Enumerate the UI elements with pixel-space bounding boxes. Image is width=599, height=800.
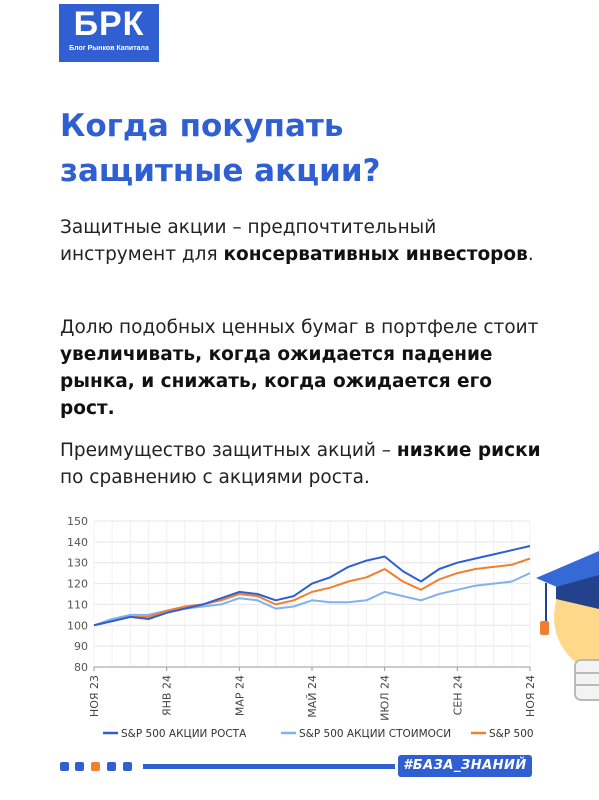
p3-text: Преимущество защитных акций – (60, 440, 397, 461)
title-line-1: Когда покупать (60, 108, 344, 144)
x-tick-label: ИЮЛ 24 (379, 675, 392, 721)
x-tick-label: МАР 24 (233, 675, 246, 716)
p3-tail: по сравнению с акциями роста. (60, 467, 370, 488)
series-line (93, 557, 531, 627)
paragraph-2: Долю подобных ценных бумаг в портфеле ст… (60, 314, 550, 422)
footer-dot-active (91, 762, 100, 771)
title-line-2: защитные акции? (60, 153, 381, 189)
legend-label: S&P 500 АКЦИИ РОСТА (121, 728, 247, 740)
footer-dot (75, 762, 84, 771)
y-tick-label: 100 (67, 619, 88, 632)
y-tick-label: 90 (74, 640, 88, 653)
paragraph-3: Преимущество защитных акций – низкие рис… (60, 437, 550, 491)
y-tick-label: 80 (74, 661, 88, 674)
page-title: Когда покупать защитные акции? (60, 104, 540, 194)
footer-bar (143, 764, 395, 769)
p2-text: Долю подобных ценных бумаг в портфеле ст… (60, 317, 539, 338)
y-tick-label: 140 (67, 536, 88, 549)
logo: БРК Блог Рынков Капитала (59, 4, 159, 62)
footer: #БАЗА_ЗНАНИЙ (0, 752, 599, 782)
y-tick-label: 110 (67, 598, 88, 611)
p1-tail: . (527, 244, 534, 265)
footer-dot (123, 762, 132, 771)
y-tick-label: 150 (67, 515, 88, 528)
legend-label: S&P 500 АКЦИИ СТОИМОСИ (299, 728, 451, 740)
p1-bold: консервативных инвесторов (223, 244, 528, 265)
x-tick-label: ЯНВ 24 (161, 675, 174, 716)
p3-bold: низкие риски (396, 440, 541, 461)
p2-bold: увеличивать, когда ожидается падение рын… (60, 344, 493, 419)
footer-dot (60, 762, 69, 771)
logo-title: БРК (73, 5, 145, 43)
line-chart: 80 90 100 110 120 130 140 150 НОЯ 23 ЯНВ 24 МАР 2… (67, 515, 599, 740)
legend-label: S&P 500 (489, 728, 534, 740)
x-tick-label: СЕН 24 (451, 675, 464, 715)
x-tick-label: НОЯ 23 (88, 675, 101, 717)
x-tick-label: МАЙ 24 (306, 675, 319, 718)
y-tick-label: 120 (67, 578, 88, 591)
x-tick-label: НОЯ 24 (524, 675, 537, 717)
logo-subtitle: Блог Рынков Капитала (69, 45, 149, 52)
hashtag-badge: #БАЗА_ЗНАНИЙ (398, 755, 532, 777)
series-line (93, 545, 531, 627)
paragraph-1: Защитные акции – предпочтительный инстру… (60, 214, 550, 268)
y-tick-label: 130 (67, 557, 88, 570)
footer-dot (107, 762, 116, 771)
lightbulb-graduation-icon (536, 551, 599, 701)
p1-text: Защитные акции – предпочтительный инстру… (60, 217, 437, 265)
